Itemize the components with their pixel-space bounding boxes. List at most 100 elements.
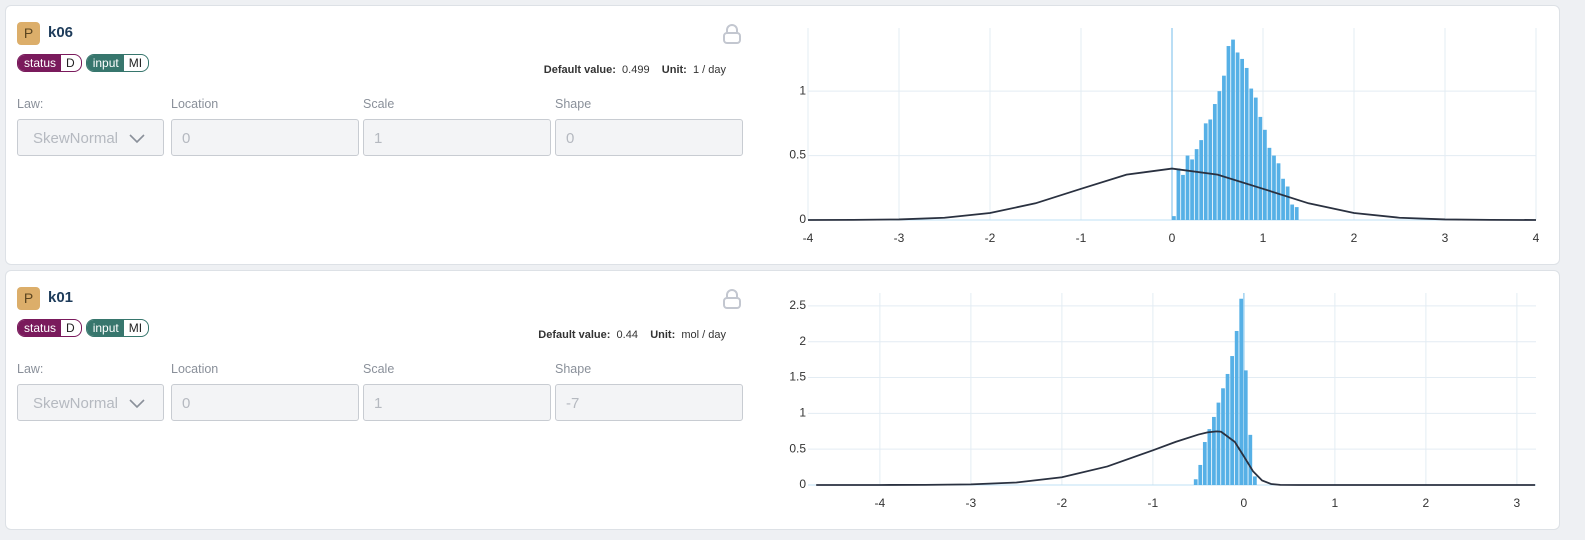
field-value: 0 [566,130,575,147]
histogram-bar [1234,330,1239,485]
field-label: Law: [17,97,44,111]
field-label: Scale [363,362,395,376]
field-value: SkewNormal [33,130,119,147]
tag-name: input [86,320,124,336]
parameter-badge: P [17,287,40,310]
field-input: 0 [171,119,359,156]
field-label: Scale [363,97,395,111]
lock-icon[interactable] [721,288,743,310]
field-value: -7 [566,395,580,412]
histogram-bar [1208,119,1213,220]
field-input: 1 [363,119,551,156]
default-value: 0.499 [622,64,650,76]
chevron [129,399,145,409]
histogram-bar [1272,155,1276,220]
y-tick-label: 0.5 [789,441,806,455]
chevron [129,134,145,144]
x-tick-label: -3 [894,231,905,245]
field-value: 0 [182,395,191,412]
histogram-bar [1244,67,1249,220]
histogram-bar [1193,479,1198,485]
histogram-bar [1203,123,1208,220]
histogram-bar [1230,356,1234,485]
histogram-bar [1285,186,1290,220]
field-input: -7 [555,384,743,421]
chart: -4 -3 -2 -1 0 1 2 3 0 0.5 1 1.5 2 2.5 [789,293,1536,510]
histogram-bar [1249,88,1254,221]
tag: status D [17,54,82,72]
tag: input MI [85,319,150,337]
histogram-bar [1226,46,1231,220]
histogram-bar [1207,429,1212,485]
x-tick-label: -4 [803,231,814,245]
histogram-bar [1172,216,1176,220]
histogram-bar [1194,149,1199,220]
tag-value: D [61,320,81,336]
x-tick-label: -1 [1076,231,1087,245]
law-select: SkewNormal [17,119,164,156]
histogram-bar [1217,91,1222,221]
histogram-bar [1225,373,1230,485]
histogram-bar [1252,476,1257,485]
y-tick-label: 2 [799,334,806,348]
x-tick-label: -4 [875,496,886,510]
field-value: 1 [374,130,383,147]
histogram-bar [1185,155,1190,220]
x-tick-label: -3 [966,496,977,510]
x-tick-label: 3 [1514,496,1521,510]
histogram-bar [1221,388,1225,485]
histogram-bar [1199,140,1204,220]
histogram-bar [1253,97,1258,220]
histogram-bar [1248,434,1253,485]
tag: status D [17,319,82,337]
histogram-bar [1267,147,1272,220]
histogram-bar [1212,416,1216,485]
field-input: 0 [555,119,743,156]
y-tick-label: 1 [799,406,806,420]
y-tick-label: 2.5 [789,298,806,312]
tag-value: D [61,55,81,71]
tag-name: status [18,320,62,336]
default-value-row: Default value: 0.499 Unit: 1 / day [544,64,726,76]
tag-value: MI [123,55,149,71]
histogram-bar [1294,207,1299,220]
field-input: 0 [171,384,359,421]
histogram-bar [1198,464,1203,485]
field-input: 1 [363,384,551,421]
histogram-bar [1263,129,1267,220]
y-tick-label: 1 [799,83,806,97]
x-tick-label: 0 [1241,496,1248,510]
x-tick-label: -2 [985,231,996,245]
x-tick-label: -1 [1148,496,1159,510]
y-tick-label: 1.5 [789,370,806,384]
histogram-bar [1176,168,1181,220]
histogram-bar [1239,298,1244,485]
field-label: Location [171,362,219,376]
x-tick-label: 4 [1533,231,1540,245]
x-tick-label: 3 [1442,231,1449,245]
x-tick-label: -2 [1057,496,1068,510]
density-line [816,430,1536,486]
histogram-bar [1231,39,1235,220]
histogram-bar [1290,204,1295,220]
parameter-name: k06 [48,24,74,41]
tag-name: input [86,55,124,71]
tag: input MI [85,54,150,72]
histogram-bar [1240,58,1244,220]
field-label: Shape [555,97,592,111]
parameter-name: k01 [48,289,74,306]
lock-icon[interactable] [721,23,743,45]
histogram-bar [1212,104,1217,220]
field-label: Law: [17,362,44,376]
histogram-bar [1243,370,1248,485]
y-tick-label: 0 [799,477,806,491]
tag-name: status [18,55,62,71]
histogram-bar [1281,178,1285,220]
law-select: SkewNormal [17,384,164,421]
unit-value: mol / day [681,329,726,341]
default-value-row: Default value: 0.44 Unit: mol / day [538,329,726,341]
y-tick-label: 0.5 [789,148,806,162]
